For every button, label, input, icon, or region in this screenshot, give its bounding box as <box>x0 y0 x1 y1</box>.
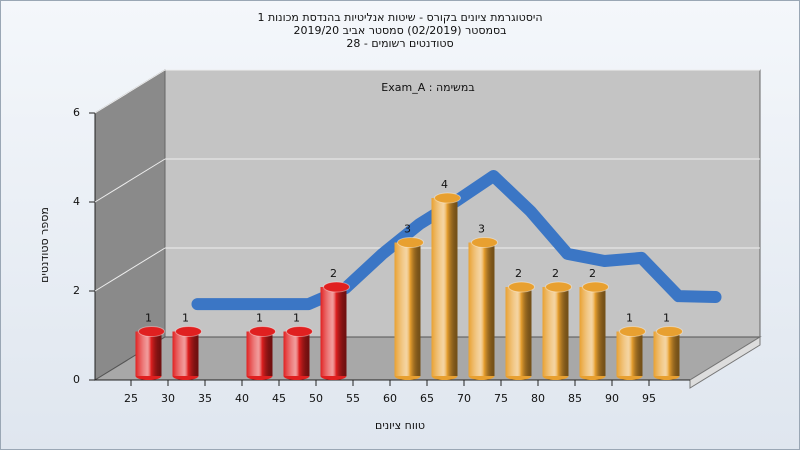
bar <box>283 331 310 376</box>
grid-line <box>94 158 166 203</box>
bar-cap <box>471 237 498 248</box>
data-label: 2 <box>552 267 559 280</box>
bar <box>394 242 421 376</box>
bar <box>320 287 347 376</box>
title-line: סטודנטים רשומים - 28 <box>346 37 453 50</box>
x-tick-label: 85 <box>568 392 582 405</box>
bar-cap <box>249 326 276 337</box>
bar-cap <box>582 281 609 293</box>
bar <box>542 287 569 376</box>
bar-cap <box>434 192 461 204</box>
x-tick-label: 90 <box>605 392 619 405</box>
x-tick-label: 55 <box>346 392 360 405</box>
bar-cap <box>138 326 165 337</box>
data-label: 1 <box>663 312 670 325</box>
bar-cap <box>545 281 572 293</box>
data-label: 2 <box>589 267 596 280</box>
y-tick-label: 6 <box>73 106 80 119</box>
title-line: בסמסטר (02/2019) סמסטר אביב 2019/20 <box>293 24 506 37</box>
bar <box>616 331 643 376</box>
x-tick-label: 75 <box>494 392 508 405</box>
x-tick-label: 65 <box>420 392 434 405</box>
y-axis-label: מספר סטודנטים <box>38 207 51 283</box>
data-label: 1 <box>145 312 152 325</box>
data-label: 2 <box>330 267 337 280</box>
title-line: היסטוגרמת ציונים בקורס - שיטות אנליטיות … <box>257 11 542 24</box>
data-label: 3 <box>478 223 485 236</box>
bar <box>135 331 162 376</box>
grid-line <box>94 69 166 114</box>
bar <box>505 287 532 376</box>
y-tick-label: 0 <box>73 373 80 386</box>
x-tick-label: 50 <box>309 392 323 405</box>
data-label: 1 <box>626 312 633 325</box>
bar-cap <box>286 326 313 337</box>
annotation: Exam_A : במשימה <box>381 81 474 94</box>
x-tick-label: 40 <box>235 392 249 405</box>
x-tick-label: 95 <box>642 392 656 405</box>
bar-cap <box>656 326 683 337</box>
bar <box>653 331 680 376</box>
y-tick-label: 4 <box>73 195 80 208</box>
floor-edge <box>689 336 761 389</box>
bar-cap <box>323 281 350 293</box>
bar-cap <box>508 281 535 293</box>
bar <box>468 242 495 376</box>
data-label: 4 <box>441 178 448 191</box>
x-tick-label: 70 <box>457 392 471 405</box>
bar <box>246 331 273 376</box>
bar-cap <box>175 326 202 337</box>
bar <box>579 287 606 376</box>
grid-line <box>94 247 166 292</box>
y-tick-label: 2 <box>73 284 80 297</box>
data-label: 1 <box>256 312 263 325</box>
bar <box>431 198 458 376</box>
x-tick-label: 30 <box>161 392 175 405</box>
bar-cap <box>619 326 646 337</box>
data-label: 3 <box>404 223 411 236</box>
bar-cap <box>397 237 424 248</box>
bar <box>172 331 199 376</box>
data-label: 2 <box>515 267 522 280</box>
x-tick-label: 60 <box>383 392 397 405</box>
x-tick-label: 25 <box>124 392 138 405</box>
x-tick-label: 35 <box>198 392 212 405</box>
data-label: 1 <box>293 312 300 325</box>
x-tick-label: 45 <box>272 392 286 405</box>
x-tick-label: 80 <box>531 392 545 405</box>
data-label: 1 <box>182 312 189 325</box>
x-axis-label: טווח ציונים <box>375 419 425 432</box>
